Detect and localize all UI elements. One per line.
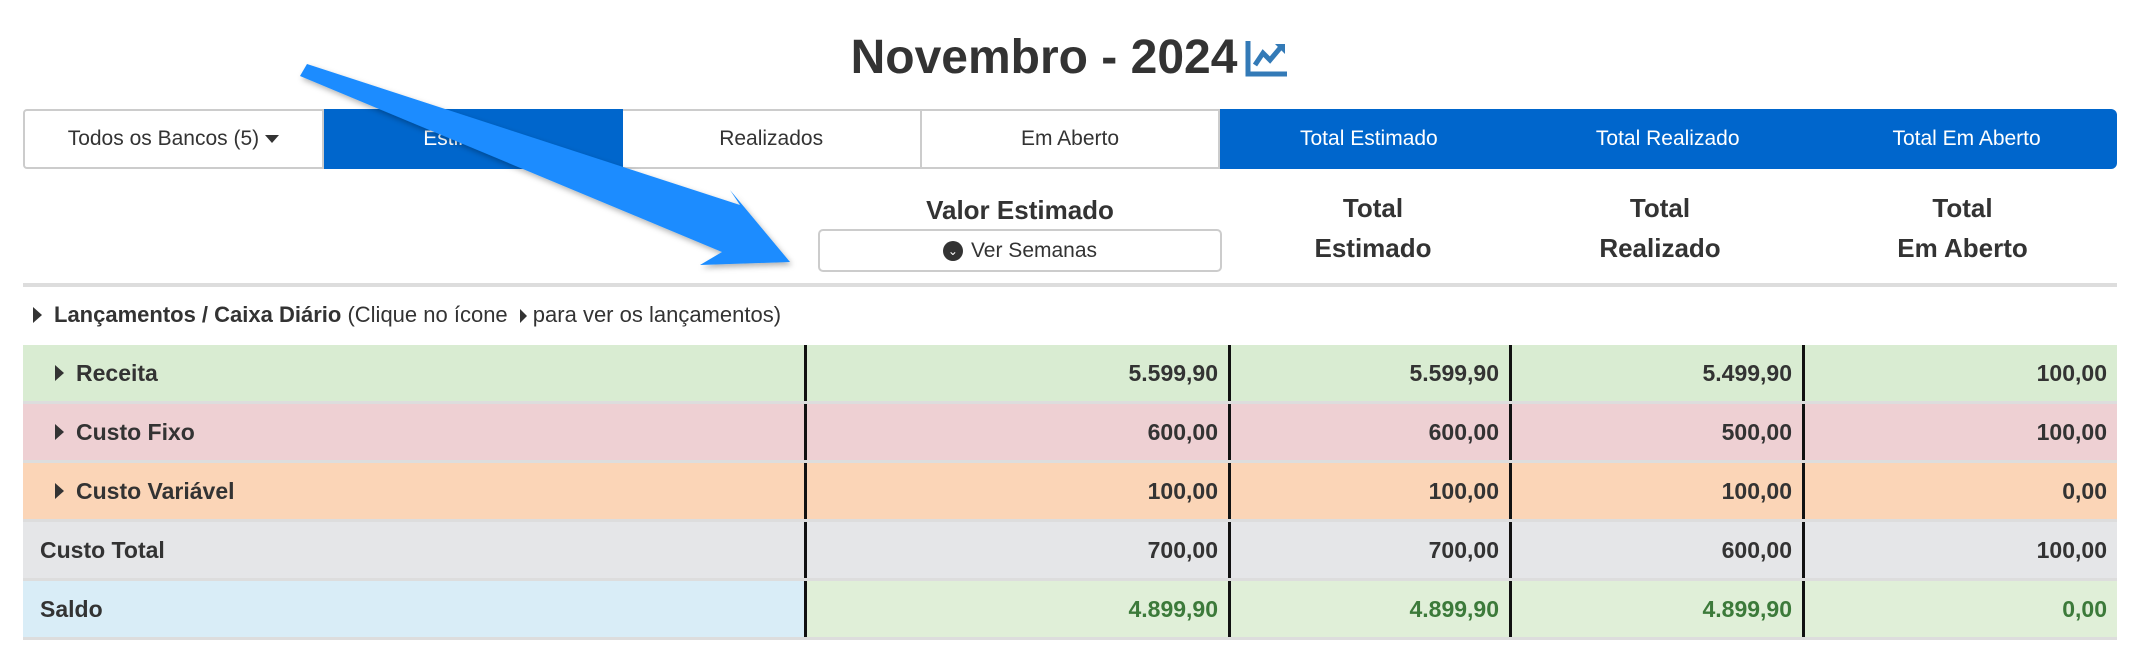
page-title: Novembro - 2024: [0, 30, 2140, 85]
value-cell: 100,00: [1231, 463, 1512, 519]
tab-label: Estimados: [423, 127, 522, 150]
row-label: Saldo: [40, 595, 103, 622]
view-tabs: Todos os Bancos (5) Estimados Realizados…: [23, 109, 2118, 169]
row-label: Custo Variável: [76, 477, 235, 504]
tab-label: Total Estimado: [1300, 127, 1438, 150]
tab-realizados[interactable]: Realizados: [622, 109, 922, 169]
value-cell: 600,00: [807, 404, 1231, 460]
value-cell: 100,00: [1805, 522, 2117, 578]
value-cell: 600,00: [1512, 522, 1805, 578]
ver-semanas-button[interactable]: ⌄ Ver Semanas: [818, 229, 1222, 272]
value-cell: 600,00: [1231, 404, 1512, 460]
tab-label: Total Em Aberto: [1892, 127, 2041, 150]
caret-down-icon: [265, 135, 280, 143]
value-cell: 5.499,90: [1512, 345, 1805, 401]
value-cell: 700,00: [807, 522, 1231, 578]
row-label: Custo Total: [40, 536, 165, 563]
divider: [23, 283, 2117, 287]
caret-right-icon[interactable]: [55, 483, 64, 499]
tab-total-realizado[interactable]: Total Realizado: [1519, 109, 1819, 169]
hint-text: para ver os lançamentos): [532, 302, 782, 327]
chevron-circle-down-icon: ⌄: [942, 240, 963, 261]
table-row-custo-vari-vel[interactable]: Custo Variável 100,00 100,00 100,00 0,00: [23, 463, 2117, 522]
value-cell: 500,00: [1512, 404, 1805, 460]
header-line: Em Aberto: [1897, 233, 2028, 263]
value-cell: 100,00: [1805, 345, 2117, 401]
row-label-cell: Custo Total: [23, 522, 807, 578]
table-row-saldo: Saldo 4.899,90 4.899,90 4.899,90 0,00: [23, 581, 2117, 640]
value-cell: 100,00: [807, 463, 1231, 519]
header-line: Total: [1342, 193, 1404, 223]
caret-right-icon[interactable]: [55, 365, 64, 381]
bank-dropdown-label: Todos os Bancos (5): [67, 127, 260, 150]
header-line: Estimado: [1314, 233, 1432, 263]
tab-total-estimado[interactable]: Total Estimado: [1220, 109, 1520, 169]
tab-label: Em Aberto: [1020, 127, 1120, 150]
hint-text: (Clique no ícone: [347, 302, 508, 327]
tab-label: Realizados: [719, 127, 824, 150]
title-text: Novembro - 2024: [850, 31, 1238, 84]
tab-total-em-aberto[interactable]: Total Em Aberto: [1818, 109, 2118, 169]
value-cell: 0,00: [1805, 463, 2117, 519]
caret-right-icon: [519, 309, 527, 323]
value-cell: 700,00: [1231, 522, 1512, 578]
ver-semanas-label: Ver Semanas: [970, 238, 1098, 262]
value-cell: 4.899,90: [1512, 581, 1805, 637]
tab-label: Total Realizado: [1595, 127, 1740, 150]
value-cell: 5.599,90: [1231, 345, 1512, 401]
lancamentos-toggle[interactable]: Lançamentos / Caixa Diário (Clique no íc…: [33, 302, 781, 328]
lancamentos-title: Lançamentos / Caixa Diário: [54, 302, 342, 327]
row-label: Receita: [76, 359, 158, 386]
row-label-cell[interactable]: Receita: [23, 345, 807, 401]
caret-right-icon[interactable]: [33, 307, 42, 323]
value-cell: 0,00: [1805, 581, 2117, 637]
row-label-cell[interactable]: Custo Fixo: [23, 404, 807, 460]
table-row-custo-fixo[interactable]: Custo Fixo 600,00 600,00 500,00 100,00: [23, 404, 2117, 463]
caret-right-icon[interactable]: [55, 424, 64, 440]
header-line: Total: [1932, 193, 1993, 223]
chart-line-icon[interactable]: [1245, 39, 1289, 77]
bank-dropdown[interactable]: Todos os Bancos (5): [23, 109, 324, 169]
header-valor-estimado: Valor Estimado: [926, 195, 1114, 225]
header-line: Total: [1629, 193, 1691, 223]
value-cell: 4.899,90: [1231, 581, 1512, 637]
row-label: Custo Fixo: [76, 418, 195, 445]
value-cell: 100,00: [1805, 404, 2117, 460]
header-line: Realizado: [1599, 233, 1721, 263]
tab-em-aberto[interactable]: Em Aberto: [921, 109, 1221, 169]
table-row-custo-total: Custo Total 700,00 700,00 600,00 100,00: [23, 522, 2117, 581]
header-total-realizado: Total Realizado: [1515, 188, 1805, 268]
table-row-receita[interactable]: Receita 5.599,90 5.599,90 5.499,90 100,00: [23, 345, 2117, 404]
row-label-cell: Saldo: [23, 581, 807, 637]
header-total-em-aberto: Total Em Aberto: [1808, 188, 2117, 268]
header-total-estimado: Total Estimado: [1234, 188, 1512, 268]
summary-table: Receita 5.599,90 5.599,90 5.499,90 100,00 Cus…: [23, 345, 2117, 640]
row-label-cell[interactable]: Custo Variável: [23, 463, 807, 519]
value-cell: 100,00: [1512, 463, 1805, 519]
value-cell: 5.599,90: [807, 345, 1231, 401]
value-cell: 4.899,90: [807, 581, 1231, 637]
tab-estimados[interactable]: Estimados: [323, 109, 623, 169]
